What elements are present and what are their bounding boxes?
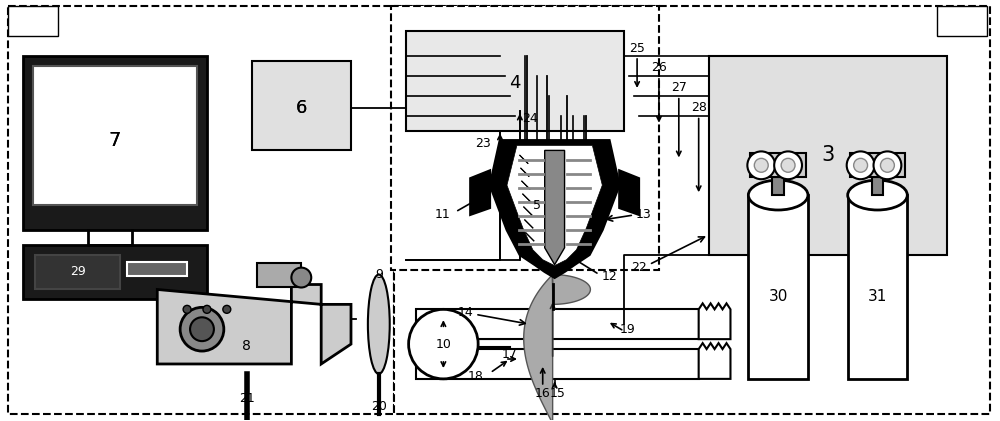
Polygon shape (619, 170, 639, 215)
Text: 17: 17 (502, 348, 518, 360)
Text: 22: 22 (631, 261, 647, 274)
Circle shape (291, 268, 311, 288)
Polygon shape (507, 145, 602, 266)
Bar (937, 6, 987, 36)
Text: 5: 5 (533, 199, 541, 211)
Text: 13: 13 (636, 208, 652, 221)
Bar (709, 56, 947, 255)
Circle shape (223, 305, 231, 313)
Text: 30: 30 (768, 289, 788, 304)
Text: 24: 24 (522, 112, 538, 125)
Circle shape (190, 317, 214, 341)
Circle shape (854, 158, 868, 172)
Text: 16: 16 (535, 387, 551, 400)
Text: 21: 21 (239, 392, 255, 405)
Circle shape (183, 305, 191, 313)
Circle shape (754, 158, 768, 172)
Circle shape (781, 158, 795, 172)
Polygon shape (545, 150, 565, 265)
Bar (394, 6, 990, 414)
Ellipse shape (848, 180, 907, 210)
Text: 23: 23 (475, 137, 491, 150)
Bar (8, 6, 58, 36)
Text: 8: 8 (242, 339, 251, 353)
Text: 18: 18 (467, 370, 483, 384)
Text: 10: 10 (435, 338, 451, 351)
Text: 20: 20 (371, 400, 387, 413)
Bar (416, 349, 699, 379)
Text: 7: 7 (108, 131, 121, 150)
Circle shape (409, 309, 478, 379)
Text: 11: 11 (435, 208, 450, 221)
Bar (23, 245, 207, 299)
Bar (750, 153, 806, 177)
Bar (406, 31, 624, 131)
Bar (8, 6, 394, 414)
Polygon shape (157, 285, 351, 364)
Circle shape (774, 152, 802, 179)
Ellipse shape (748, 180, 808, 210)
Text: 29: 29 (70, 265, 86, 278)
Circle shape (203, 305, 211, 313)
Text: 9: 9 (375, 268, 383, 281)
Bar (391, 6, 659, 269)
Text: 7: 7 (108, 131, 121, 150)
Text: 6: 6 (296, 99, 307, 117)
Text: 19: 19 (619, 323, 635, 336)
Text: 3: 3 (821, 145, 834, 165)
Circle shape (847, 152, 875, 179)
Text: 14: 14 (457, 306, 473, 319)
Bar (252, 61, 351, 150)
Ellipse shape (368, 274, 390, 374)
Text: 4: 4 (509, 74, 521, 92)
Bar (850, 153, 905, 177)
Text: 31: 31 (868, 289, 887, 304)
Text: 25: 25 (629, 42, 645, 55)
Text: 26: 26 (651, 61, 667, 75)
Bar (257, 263, 301, 288)
Polygon shape (470, 170, 490, 215)
Bar (33, 66, 197, 205)
Bar (872, 177, 883, 195)
Text: 12: 12 (601, 270, 617, 283)
Text: 27: 27 (671, 81, 687, 94)
Bar (23, 56, 207, 230)
Polygon shape (699, 304, 730, 339)
Bar (748, 195, 808, 379)
Circle shape (747, 152, 775, 179)
Text: 2: 2 (28, 16, 38, 31)
Bar (848, 195, 907, 379)
Text: 15: 15 (550, 387, 566, 400)
Text: 6: 6 (296, 99, 307, 117)
Circle shape (874, 152, 901, 179)
Polygon shape (524, 274, 590, 421)
Circle shape (180, 307, 224, 351)
Text: 28: 28 (691, 101, 707, 114)
Bar (772, 177, 784, 195)
Polygon shape (699, 343, 730, 379)
Polygon shape (490, 141, 619, 277)
Circle shape (880, 158, 894, 172)
Bar (416, 309, 699, 339)
Bar (35, 255, 120, 290)
Bar (127, 262, 187, 276)
Text: 1: 1 (957, 16, 967, 31)
